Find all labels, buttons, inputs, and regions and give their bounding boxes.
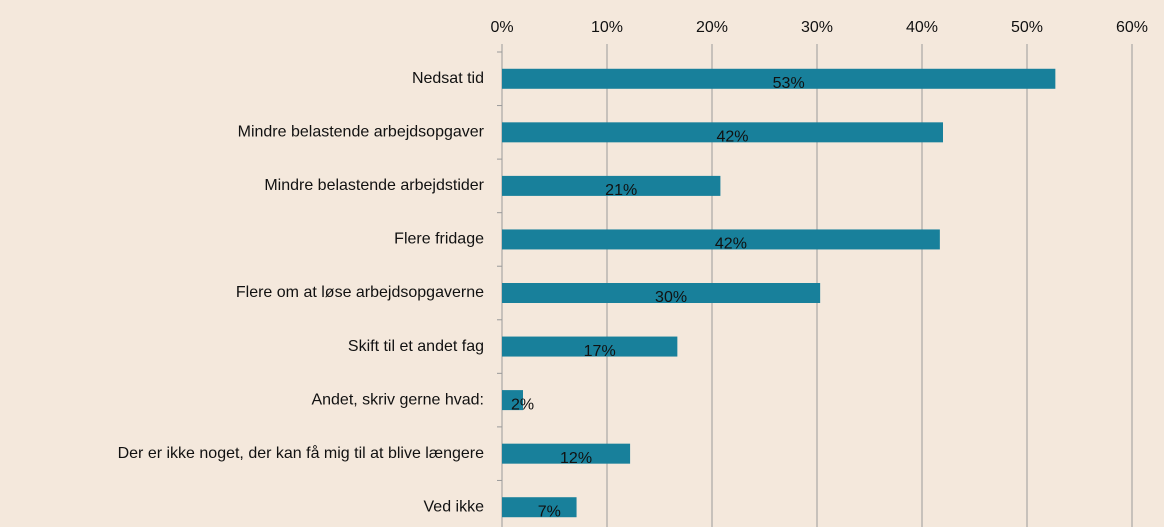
data-label: 21% [605, 182, 637, 199]
y-tick-label: Flere fridage [394, 231, 484, 248]
x-tick-label: 10% [591, 19, 623, 36]
data-label: 30% [655, 289, 687, 306]
x-tick-label: 50% [1011, 19, 1043, 36]
data-label: 53% [773, 75, 805, 92]
y-tick-label: Mindre belastende arbejdstider [264, 177, 484, 194]
bar [502, 283, 821, 303]
data-label: 42% [715, 236, 747, 253]
y-tick-label: Ved ikke [424, 498, 485, 515]
bar [502, 497, 577, 518]
x-tick-label: 60% [1116, 19, 1148, 36]
y-tick-label: Mindre belastende arbejdsopgaver [238, 124, 485, 141]
bar [502, 229, 940, 250]
data-label: 17% [584, 343, 616, 360]
bar [502, 122, 943, 143]
x-tick-label: 40% [906, 19, 938, 36]
x-tick-label: 30% [801, 19, 833, 36]
y-tick-label: Skift til et andet fag [348, 338, 484, 355]
bar [502, 175, 721, 196]
y-tick-label: Flere om at løse arbejdsopgaverne [236, 284, 484, 301]
bar [502, 390, 523, 411]
data-label: 12% [560, 450, 592, 467]
data-label: 2% [511, 396, 534, 413]
bar [502, 68, 1056, 89]
y-tick-label: Nedsat tid [412, 70, 484, 87]
data-label: 7% [538, 503, 561, 520]
y-tick-label: Andet, skriv gerne hvad: [311, 391, 484, 408]
data-label: 42% [716, 129, 748, 146]
x-tick-label: 0% [490, 19, 513, 36]
x-tick-label: 20% [696, 19, 728, 36]
bar [502, 443, 631, 464]
bar [502, 336, 678, 357]
y-tick-label: Der er ikke noget, der kan få mig til at… [118, 444, 485, 462]
